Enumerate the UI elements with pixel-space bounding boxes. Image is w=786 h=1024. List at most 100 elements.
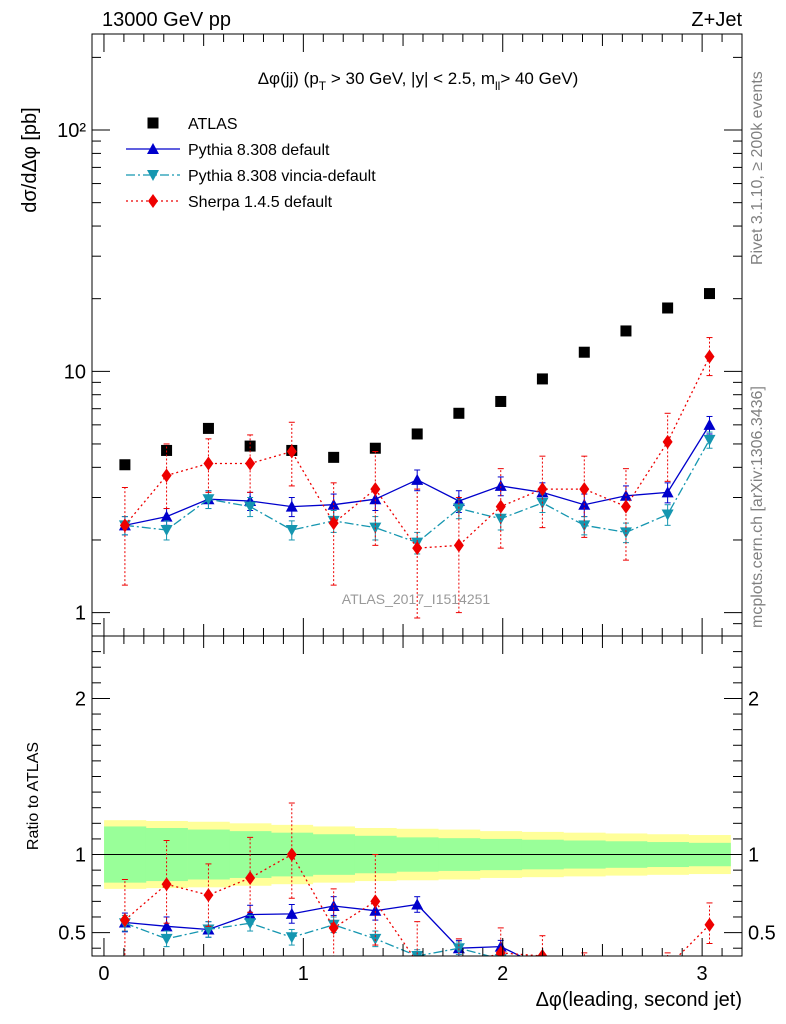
- legend-atlas-marker: [147, 117, 159, 129]
- x-tick-label: 0: [98, 963, 109, 985]
- main-atlas-point: [119, 459, 131, 471]
- ratio-sherpa-point: [286, 847, 297, 862]
- ratio-vincia-point: [202, 924, 215, 936]
- main-sherpa-point: [161, 468, 172, 483]
- main-pythia-point: [661, 486, 674, 498]
- ratio-vincia-point: [160, 933, 173, 945]
- main-pythia-point: [160, 510, 173, 522]
- main-sherpa-point: [495, 499, 506, 514]
- ratio-y-tick-label: 2: [75, 688, 86, 710]
- ratio-y-tick-label-right: 2: [748, 688, 759, 710]
- main-pythia-point: [411, 473, 424, 485]
- main-sherpa-point: [370, 482, 381, 497]
- ratio-sherpa-point: [663, 960, 673, 974]
- title-part-a: Δφ(jj) (p: [258, 69, 319, 88]
- ratio-y-tick-label-right: 1: [748, 845, 759, 867]
- main-sherpa-point: [245, 456, 256, 471]
- ratio-sherpa-point: [161, 877, 172, 892]
- main-pythia-point: [703, 418, 716, 430]
- main-atlas-point: [244, 440, 256, 452]
- ratio-vincia-point: [578, 976, 590, 987]
- ratio-vincia-point: [244, 918, 257, 930]
- legend-atlas-label: ATLAS: [188, 116, 238, 133]
- main-atlas-point: [369, 442, 381, 454]
- ratio-pythia-point: [536, 961, 548, 972]
- x-tick-label: 2: [497, 963, 508, 985]
- main-y-tick-label: 10²: [57, 120, 86, 142]
- main-sherpa-point: [620, 499, 631, 514]
- main-vincia-point: [452, 503, 465, 515]
- ratio-sherpa-point: [621, 974, 631, 988]
- main-atlas-point: [536, 373, 548, 385]
- legend: ATLAS Pythia 8.308 default Pythia 8.308 vi…: [126, 116, 376, 211]
- main-atlas-point: [161, 444, 173, 456]
- title-part-c: > 40 GeV): [500, 69, 578, 88]
- ratio-pythia-point: [244, 908, 257, 920]
- main-vincia-point: [703, 434, 716, 446]
- main-plot-title: Δφ(jj) (pT > 30 GeV, |y| < 2.5, mll> 40 …: [258, 69, 579, 93]
- main-sherpa-point: [662, 434, 673, 449]
- x-axis-label: Δφ(leading, second jet): [536, 989, 742, 1011]
- legend-sherpa-label: Sherpa 1.4.5 default: [188, 194, 333, 211]
- ratio-vincia-point: [536, 957, 548, 968]
- x-tick-label: 1: [298, 963, 309, 985]
- analysis-watermark: ATLAS_2017_I1514251: [342, 591, 491, 607]
- main-sherpa-point: [286, 444, 297, 459]
- main-vincia-point: [285, 524, 298, 536]
- legend-sherpa-marker: [148, 194, 158, 208]
- ratio-y-tick-label: 1: [75, 845, 86, 867]
- ratio-pythia-point: [578, 969, 590, 980]
- ratio-sherpa-point: [203, 888, 214, 903]
- ratio-pythia-point: [411, 898, 424, 910]
- main-sherpa-point: [453, 538, 464, 553]
- legend-pythia-label: Pythia 8.308 default: [188, 142, 330, 159]
- main-vincia-point: [244, 501, 257, 513]
- main-atlas-point: [704, 288, 715, 300]
- main-sherpa-line: [124, 356, 711, 549]
- main-atlas-point: [411, 428, 423, 440]
- main-atlas-point: [578, 346, 590, 358]
- ratio-y-tick-label-right: 0.5: [748, 923, 776, 945]
- main-sherpa-point: [579, 482, 590, 497]
- legend-pythia-marker: [147, 143, 159, 154]
- main-sherpa-point: [412, 541, 423, 556]
- ratio-pythia-point: [369, 904, 382, 916]
- main-sherpa-point: [119, 518, 130, 533]
- main-atlas-point: [662, 302, 674, 314]
- main-pythia-point: [494, 479, 507, 491]
- main-atlas-point: [202, 422, 214, 434]
- header-process-label: Z+Jet: [691, 9, 742, 31]
- ratio-panel-frame: [91, 635, 743, 957]
- ratio-vincia-point: [285, 932, 298, 944]
- ratio-sherpa-point: [245, 870, 256, 885]
- main-vincia-point: [160, 524, 173, 536]
- ratio-sherpa-point: [416, 955, 418, 956]
- legend-vincia-marker: [147, 170, 159, 181]
- title-sub-b: ll: [495, 79, 500, 93]
- title-part-b: > 30 GeV, |y| < 2.5, m: [326, 69, 495, 88]
- ratio-y-tick-label: 0.5: [58, 923, 86, 945]
- main-vincia-point: [619, 527, 632, 539]
- main-sherpa-point: [328, 516, 339, 531]
- ratio-sherpa-point: [370, 894, 381, 909]
- x-tick-label: 3: [697, 963, 708, 985]
- legend-vincia-label: Pythia 8.308 vincia-default: [188, 168, 376, 185]
- ratio-panel: 0.5 0.5 1 1 2 2 0 1 2 3 Ratio to ATLAS Δφ(leading…: [25, 635, 776, 1011]
- ratio-sherpa-point: [495, 945, 506, 956]
- main-vincia-point: [578, 520, 591, 532]
- ratio-sherpa-point: [119, 913, 130, 928]
- main-vincia-point: [661, 509, 674, 521]
- main-pythia-point: [369, 493, 382, 505]
- title-sub-a: T: [319, 79, 327, 93]
- ratio-sherpa-point: [328, 920, 339, 935]
- ratio-pythia-point: [285, 907, 298, 919]
- ratio-sherpa-point: [579, 961, 589, 975]
- ratio-pythia-point: [662, 978, 674, 989]
- main-atlas-point: [328, 451, 340, 463]
- main-panel: 1 10 10² dσ/dΔφ [pb] Δφ(jj) (pT > 30 GeV, …: [19, 33, 743, 637]
- main-atlas-point: [453, 407, 465, 419]
- ratio-pythia-point: [160, 920, 173, 932]
- ratio-y-axis-label: Ratio to ATLAS: [25, 742, 42, 850]
- main-atlas-point: [495, 395, 507, 407]
